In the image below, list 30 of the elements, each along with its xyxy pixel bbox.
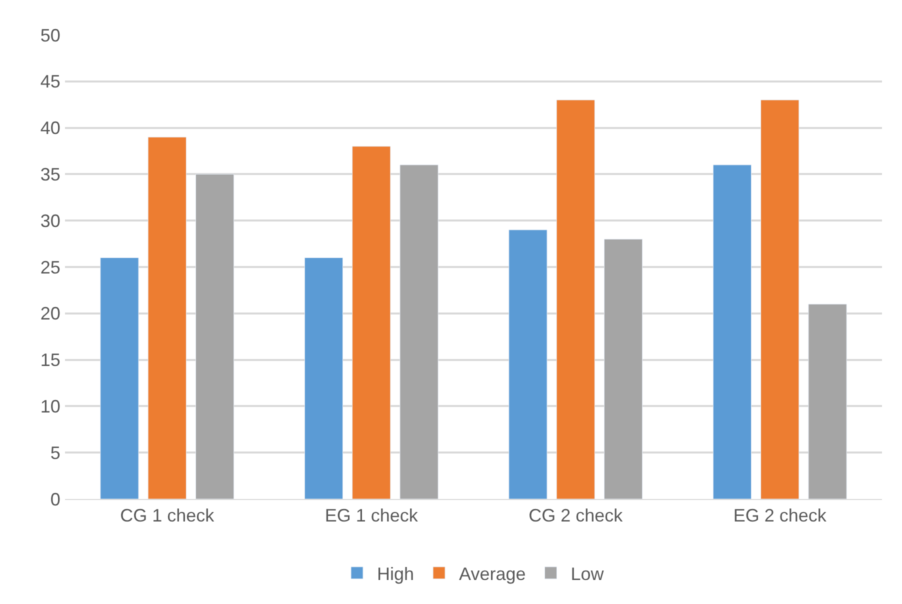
legend-label: Average bbox=[459, 564, 526, 584]
y-tick-label: 25 bbox=[40, 257, 60, 278]
y-tick-label: 45 bbox=[40, 72, 60, 92]
x-tick-label: CG 2 check bbox=[528, 506, 624, 526]
y-tick-label: 10 bbox=[40, 396, 60, 416]
bar bbox=[508, 230, 548, 499]
bar bbox=[604, 238, 643, 499]
legend-label: Low bbox=[570, 564, 605, 584]
x-tick-label: EG 2 check bbox=[733, 506, 828, 526]
x-tick-label: CG 1 check bbox=[120, 506, 216, 526]
bar bbox=[760, 100, 800, 499]
y-tick-label: 20 bbox=[40, 304, 60, 324]
bar bbox=[808, 304, 847, 499]
bar bbox=[304, 257, 344, 499]
bar bbox=[100, 257, 139, 499]
bar bbox=[712, 164, 752, 499]
y-tick-label: 0 bbox=[50, 489, 60, 510]
bar bbox=[148, 136, 186, 499]
x-tick-label: EG 1 check bbox=[324, 506, 419, 526]
bar bbox=[556, 100, 595, 499]
y-tick-label: 40 bbox=[40, 118, 60, 138]
y-tick-label: 50 bbox=[40, 25, 60, 46]
y-tick-label: 35 bbox=[40, 164, 60, 184]
bar bbox=[195, 174, 234, 499]
y-tick-label: 5 bbox=[50, 442, 60, 463]
y-tick-label: 15 bbox=[40, 350, 60, 370]
legend-label: High bbox=[377, 564, 414, 584]
y-tick-label: 30 bbox=[40, 210, 60, 231]
bar bbox=[400, 164, 438, 499]
bar bbox=[352, 146, 391, 499]
